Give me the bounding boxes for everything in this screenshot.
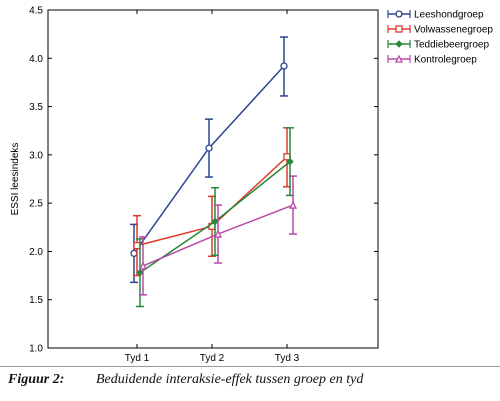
y-tick-label: 4.0 xyxy=(29,54,43,65)
legend-item-volwassenegroep: Volwassenegroep xyxy=(387,25,493,36)
data-point xyxy=(136,268,144,277)
caption-rule xyxy=(0,366,500,367)
figure-caption: Figuur 2: Beduidende interaksie-effek tu… xyxy=(8,372,498,394)
y-tick-label: 4.5 xyxy=(29,6,43,17)
data-point xyxy=(213,229,223,238)
legend: Leeshondgroep Volwassenegroep Teddiebeergr… xyxy=(387,10,493,66)
legend-label: Volwassenegroep xyxy=(414,25,493,36)
series-volwassenegroep xyxy=(133,127,291,277)
caption-text: Beduidende interaksie-effek tussen groep… xyxy=(96,372,364,387)
data-point xyxy=(211,217,219,226)
y-tick-label: 3.0 xyxy=(29,150,43,161)
y-tick-label: 2.5 xyxy=(29,199,43,210)
y-tick-label: 3.5 xyxy=(29,102,43,113)
legend-marker xyxy=(395,25,403,33)
legend-item-leeshondgroep: Leeshondgroep xyxy=(387,10,484,21)
data-point xyxy=(138,261,148,270)
x-tick-label: Tyd 1 xyxy=(125,353,150,364)
legend-label: Leeshondgroep xyxy=(414,10,484,21)
legend-item-kontrolegroep: Kontrolegroep xyxy=(387,54,477,66)
series-layer xyxy=(130,36,298,308)
x-tick-label: Tyd 3 xyxy=(275,353,300,364)
plot-area xyxy=(47,9,379,349)
x-axis: Tyd 1 Tyd 2 Tyd 3 xyxy=(125,10,300,364)
caption-label: Figuur 2: xyxy=(8,372,65,387)
data-point xyxy=(280,62,288,70)
series-kontrolegroep xyxy=(138,175,298,296)
data-point xyxy=(133,241,141,250)
data-point xyxy=(130,249,138,258)
legend-marker xyxy=(395,40,403,48)
legend-marker xyxy=(394,54,404,63)
legend-label: Teddiebeergroep xyxy=(414,40,489,51)
y-tick-label: 1.0 xyxy=(29,344,43,355)
data-point xyxy=(286,157,294,166)
data-point xyxy=(205,144,213,152)
y-tick-label: 1.5 xyxy=(29,295,43,306)
series-leeshondgroep xyxy=(130,36,288,284)
legend-marker xyxy=(395,10,403,18)
chart: 1.0 1.5 2.0 2.5 3.0 3.5 4.0 4.5 Tyd 1 Tyd 2 Tyd 3… xyxy=(10,6,493,365)
data-point xyxy=(288,200,298,209)
legend-item-teddiebeergroep: Teddiebeergroep xyxy=(387,40,489,51)
y-axis-label: ESSI leesindeks xyxy=(10,143,21,216)
legend-label: Kontrolegroep xyxy=(414,55,477,66)
series-teddiebeergroep xyxy=(136,127,294,308)
y-tick-label: 2.0 xyxy=(29,247,43,258)
x-tick-label: Tyd 2 xyxy=(200,353,225,364)
y-axis: 1.0 1.5 2.0 2.5 3.0 3.5 4.0 4.5 xyxy=(29,6,378,355)
